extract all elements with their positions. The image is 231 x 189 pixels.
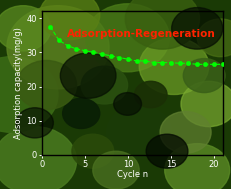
Circle shape (125, 0, 199, 49)
Circle shape (113, 93, 141, 115)
Circle shape (146, 134, 187, 168)
Circle shape (134, 81, 166, 108)
Circle shape (62, 98, 99, 129)
Circle shape (106, 106, 171, 159)
Circle shape (182, 59, 224, 93)
Text: Adsorption-Regeneration: Adsorption-Regeneration (67, 29, 215, 39)
Circle shape (16, 108, 53, 138)
Circle shape (60, 53, 116, 98)
Y-axis label: Adsorption capacity(mg/g): Adsorption capacity(mg/g) (14, 27, 23, 139)
Circle shape (39, 0, 99, 40)
Circle shape (16, 60, 76, 110)
Circle shape (139, 38, 208, 94)
Circle shape (196, 19, 231, 57)
Circle shape (81, 66, 127, 104)
Circle shape (180, 81, 231, 127)
Circle shape (72, 134, 113, 168)
Circle shape (159, 112, 210, 153)
Circle shape (164, 144, 229, 189)
Circle shape (0, 57, 58, 132)
Circle shape (171, 8, 222, 49)
Circle shape (92, 151, 139, 189)
X-axis label: Cycle n: Cycle n (116, 170, 147, 179)
Circle shape (0, 127, 76, 189)
Circle shape (7, 6, 109, 89)
Circle shape (85, 4, 169, 72)
Circle shape (0, 6, 51, 51)
